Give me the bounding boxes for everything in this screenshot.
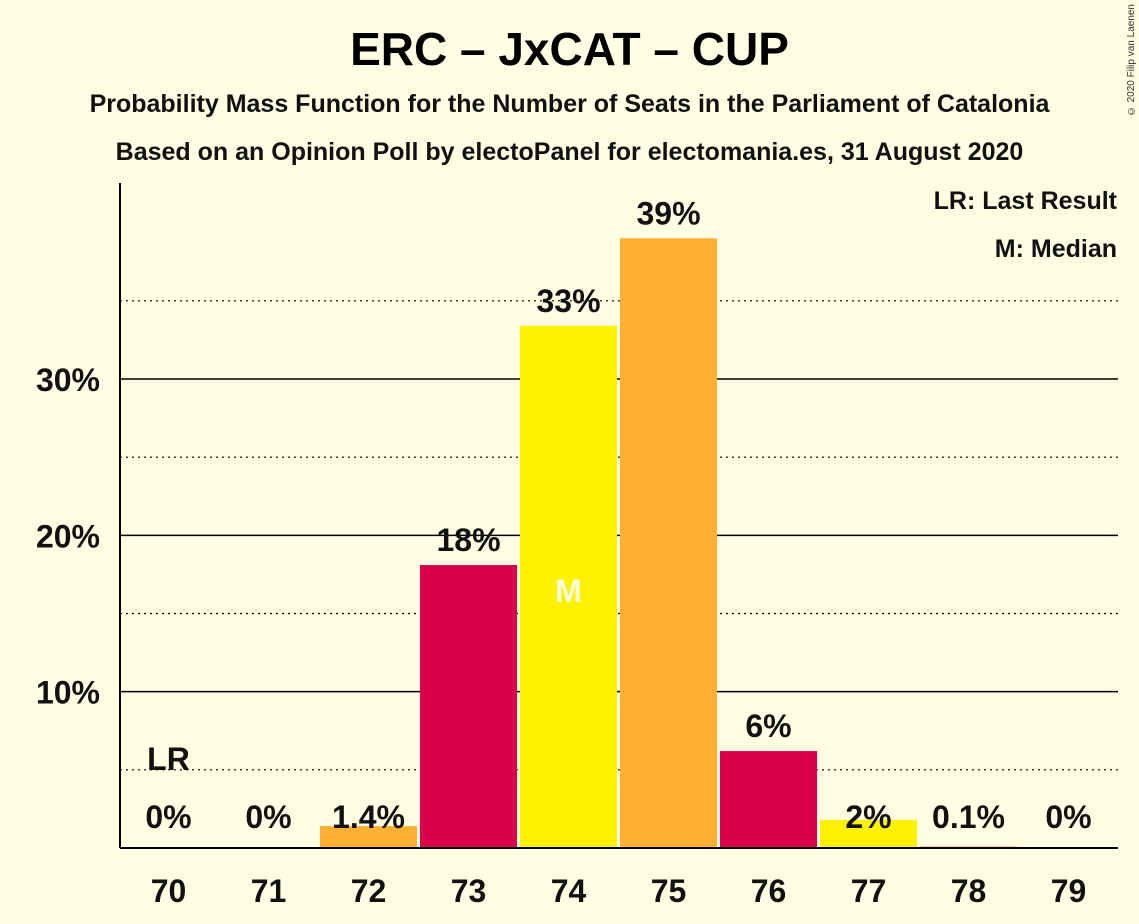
chart-title: ERC – JxCAT – CUP — [350, 23, 789, 75]
bar-74 — [520, 325, 617, 848]
legend-last-result: LR: Last Result — [934, 187, 1118, 215]
data-label-78: 0.1% — [932, 799, 1005, 835]
bar-73 — [420, 565, 517, 848]
x-tick-label: 73 — [451, 873, 487, 909]
last-result-marker: LR — [147, 741, 190, 777]
x-tick-label: 72 — [351, 873, 387, 909]
median-marker: M — [555, 573, 582, 609]
x-tick-label: 76 — [751, 873, 787, 909]
x-tick-label: 74 — [551, 873, 587, 909]
x-tick-label: 79 — [1051, 873, 1087, 909]
x-tick-label: 75 — [651, 873, 687, 909]
data-label-74: 33% — [536, 283, 600, 319]
x-tick-label: 78 — [951, 873, 987, 909]
bar-77 — [820, 819, 917, 848]
data-label-77: 2% — [845, 799, 891, 835]
data-label-75: 39% — [636, 195, 700, 231]
chart-subtitle-method: Probability Mass Function for the Number… — [89, 90, 1050, 118]
y-tick-label: 10% — [36, 675, 100, 711]
data-label-79: 0% — [1045, 799, 1091, 835]
y-tick-label: 20% — [36, 518, 100, 554]
bar-76 — [720, 751, 817, 848]
data-label-76: 6% — [745, 708, 791, 744]
data-label-72: 1.4% — [332, 799, 405, 835]
chart-subtitle-source: Based on an Opinion Poll by electoPanel … — [115, 138, 1024, 166]
x-tick-label: 71 — [251, 873, 287, 909]
bar-75 — [620, 238, 717, 849]
y-tick-label: 30% — [36, 362, 100, 398]
data-label-73: 18% — [436, 522, 500, 558]
x-tick-label: 70 — [151, 873, 187, 909]
data-label-70: 0% — [145, 799, 191, 835]
bar-72 — [320, 826, 417, 848]
x-tick-label: 77 — [851, 873, 887, 909]
data-label-71: 0% — [245, 799, 291, 835]
legend-median: M: Median — [995, 235, 1117, 263]
